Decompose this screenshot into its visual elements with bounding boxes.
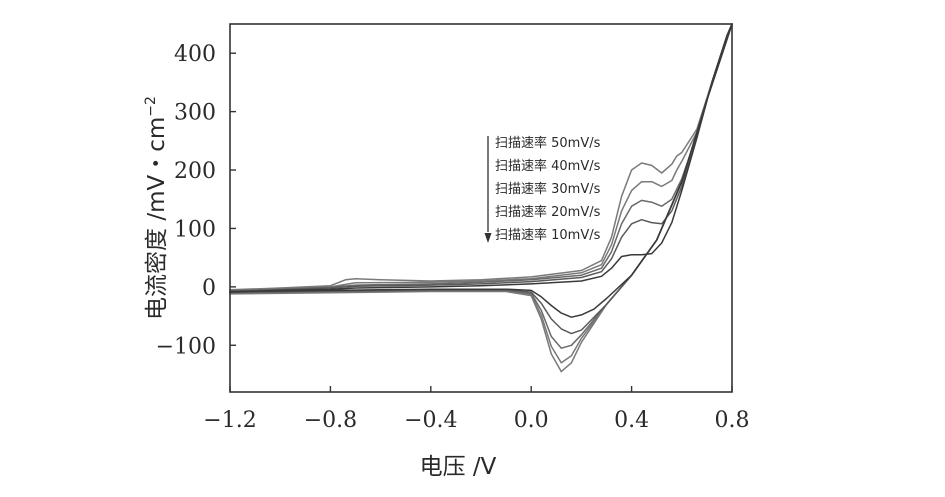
x-tick-label: 0.8 bbox=[715, 408, 750, 433]
y-tick-label: 0 bbox=[202, 276, 216, 301]
plot-frame bbox=[229, 23, 733, 393]
legend-entry: 扫描速率 20mV/s bbox=[495, 204, 601, 220]
y-tick-label: 200 bbox=[174, 159, 216, 184]
y-axis-title-group: 电流密度 /mV・cm−2 bbox=[143, 96, 170, 320]
y-axis-title-exponent: −2 bbox=[143, 96, 159, 117]
arrow-down-icon bbox=[484, 233, 492, 243]
series-line-2 bbox=[229, 23, 733, 364]
y-axis-title: 电流密度 /mV・cm−2 bbox=[143, 96, 170, 320]
x-tick-label: 0.4 bbox=[614, 408, 649, 433]
x-tick-label: −0.8 bbox=[304, 408, 357, 433]
curves-layer bbox=[229, 23, 733, 373]
y-tick-label: −100 bbox=[156, 334, 216, 359]
series-line-1 bbox=[229, 23, 733, 373]
y-tick-label: 300 bbox=[174, 101, 216, 126]
legend-entry: 扫描速率 40mV/s bbox=[495, 158, 601, 174]
x-tick-label: −0.4 bbox=[404, 408, 457, 433]
y-tick-label: 100 bbox=[174, 217, 216, 242]
x-tick-label: 0.0 bbox=[514, 408, 549, 433]
x-axis-title: 电压 /V bbox=[420, 454, 497, 480]
legend: 扫描速率 50mV/s 扫描速率 40mV/s 扫描速率 30mV/s 扫描速率… bbox=[484, 135, 601, 243]
series-line-3 bbox=[229, 23, 733, 349]
legend-entry: 扫描速率 50mV/s bbox=[495, 135, 601, 151]
legend-entry: 扫描速率 10mV/s bbox=[495, 227, 601, 243]
legend-entry: 扫描速率 30mV/s bbox=[495, 181, 601, 197]
y-axis-title-main: 电流密度 /mV・cm bbox=[144, 117, 170, 320]
series-line-5 bbox=[229, 23, 733, 318]
y-tick-label: 400 bbox=[174, 42, 216, 67]
x-tick-label: −1.2 bbox=[203, 408, 256, 433]
axis-ticks: −1.2 −0.8 −0.4 0.0 0.4 0.8 −100 0 100 200 300 400 bbox=[156, 42, 750, 433]
